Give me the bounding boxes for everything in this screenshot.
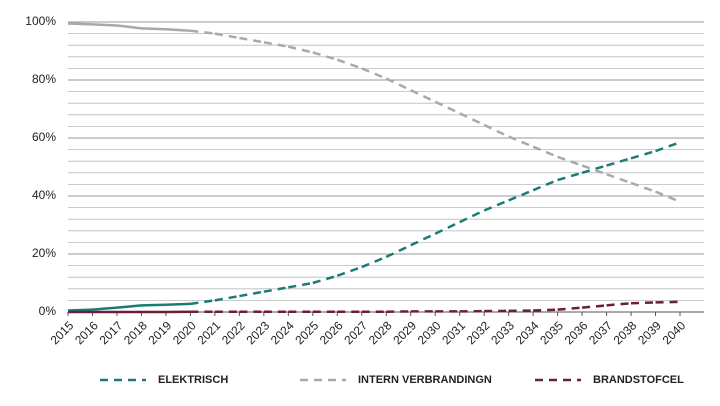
x-tick-label: 2020 <box>170 318 199 347</box>
line-segment <box>190 29 216 35</box>
line-segment <box>581 304 607 309</box>
line-segment <box>483 199 510 212</box>
legend-label: ELEKTRISCH <box>158 374 228 386</box>
legend-label: INTERN VERBRANDINGN <box>358 374 492 386</box>
x-tick-label: 2028 <box>366 318 395 347</box>
line-segment <box>532 145 559 159</box>
x-tick-label: 2026 <box>317 318 346 347</box>
x-tick-label: 2038 <box>611 318 640 347</box>
line-segment <box>312 274 338 285</box>
x-tick-label: 2039 <box>635 318 664 347</box>
x-tick-label: 2021 <box>194 318 223 347</box>
line-segment <box>361 67 387 80</box>
line-segment <box>630 149 656 160</box>
line-segment <box>312 51 338 61</box>
x-tick-label: 2030 <box>415 318 444 347</box>
line-segment <box>581 164 607 176</box>
x-tick-label: 2033 <box>488 318 517 347</box>
line-segment <box>606 157 632 167</box>
line-segment <box>214 32 240 40</box>
line-segment <box>434 100 461 115</box>
x-tick-label: 2025 <box>292 318 321 347</box>
line-segment <box>508 189 534 202</box>
x-tick-label: 2018 <box>121 318 150 347</box>
y-tick-label: 100% <box>25 14 56 28</box>
line-segment <box>508 135 534 148</box>
line-segment <box>606 173 632 185</box>
x-tick-label: 2015 <box>48 318 77 347</box>
legend-label: BRANDSTOFCEL <box>593 374 684 386</box>
line-segment <box>532 178 559 192</box>
line-segment <box>434 220 461 235</box>
y-tick-label: 20% <box>32 246 56 260</box>
line-segment <box>385 77 412 92</box>
x-tick-label: 2037 <box>586 318 615 347</box>
line-segment <box>239 36 265 44</box>
y-tick-label: 80% <box>32 72 56 86</box>
line-segment <box>239 290 265 298</box>
line-segment <box>263 41 289 48</box>
x-tick-label: 2022 <box>219 318 248 347</box>
line-segment <box>288 45 314 54</box>
y-tick-label: 0% <box>39 304 57 318</box>
x-tick-label: 2016 <box>72 318 101 347</box>
line-segment <box>581 164 607 174</box>
line-segment <box>67 308 93 312</box>
y-tick-label: 60% <box>32 130 56 144</box>
line-segment <box>214 294 240 302</box>
line-segment <box>557 306 583 311</box>
line-segment <box>141 27 166 31</box>
line-segment <box>410 89 436 103</box>
line-segment <box>336 265 363 277</box>
x-tick-label: 2036 <box>562 318 591 347</box>
line-segment <box>165 302 191 306</box>
x-tick-label: 2029 <box>390 318 419 347</box>
line-segment <box>630 301 656 305</box>
x-tick-label: 2017 <box>97 318 126 347</box>
x-tick-label: 2019 <box>146 318 175 347</box>
line-segment <box>141 303 166 307</box>
line-segment <box>655 141 681 153</box>
line-segment <box>410 232 436 247</box>
line-segment <box>606 302 632 307</box>
line-segment <box>655 300 681 304</box>
line-segment <box>533 308 558 312</box>
x-tick-label: 2035 <box>537 318 566 347</box>
line-segment <box>263 286 289 293</box>
x-tick-label: 2032 <box>464 318 493 347</box>
line-segment <box>459 112 485 127</box>
line-segment <box>336 58 363 70</box>
line-segment <box>385 244 412 259</box>
x-tick-label: 2031 <box>439 318 468 347</box>
line-segment <box>165 28 191 32</box>
x-tick-label: 2040 <box>660 318 689 347</box>
line-segment <box>557 155 583 167</box>
y-tick-label: 40% <box>32 188 56 202</box>
line-segment <box>361 255 387 269</box>
line-segment <box>288 281 314 289</box>
x-tick-label: 2023 <box>243 318 272 347</box>
line-segment <box>116 24 142 30</box>
line-segment <box>190 299 216 306</box>
line-segment <box>483 123 510 138</box>
line-segment <box>655 190 681 203</box>
line-segment <box>92 306 118 311</box>
line-segment <box>630 181 656 193</box>
x-tick-label: 2027 <box>341 318 370 347</box>
line-segment <box>557 171 583 182</box>
line-segment <box>116 304 142 309</box>
line-segment <box>459 209 485 224</box>
line-segment <box>67 22 93 26</box>
x-tick-label: 2034 <box>513 318 542 347</box>
line-segment <box>92 23 118 27</box>
x-tick-label: 2024 <box>268 318 297 347</box>
